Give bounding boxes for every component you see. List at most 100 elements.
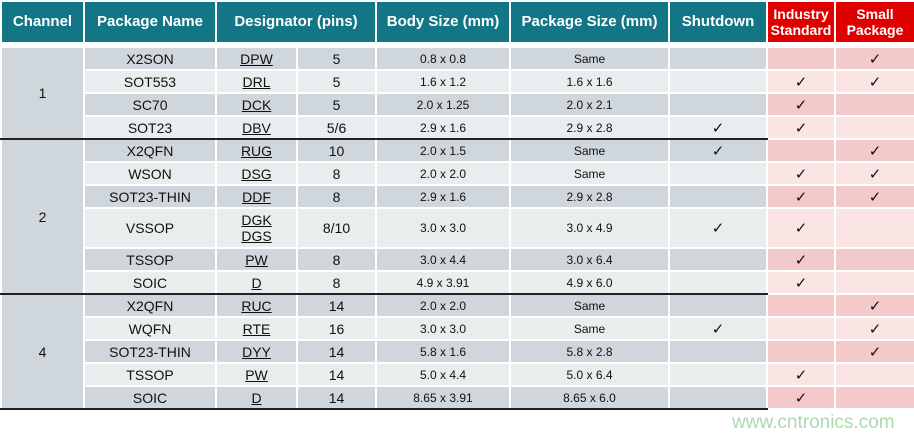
designator-link[interactable]: DDF [242,188,271,205]
designator-link[interactable]: DPW [240,50,273,67]
small-package-cell [834,385,914,410]
body-size: 1.6 x 1.2 [375,69,511,94]
small-package-cell [834,92,914,117]
pins: 10 [296,138,377,163]
shutdown-cell: ✓ [668,115,768,140]
shutdown-cell [668,385,768,410]
shutdown-check-icon: ✓ [711,220,725,237]
designator-link[interactable]: DYY [242,343,271,360]
package-size: Same [509,138,670,163]
designator-cell: D [215,385,298,410]
designator-link[interactable]: DGS [241,228,272,244]
designator-link[interactable]: DBV [242,119,271,136]
designator-link[interactable]: RUC [241,297,272,314]
small-package-cell [834,247,914,272]
package-size: Same [509,161,670,186]
pins: 5 [296,46,377,71]
designator-link[interactable]: DGK [241,212,272,228]
designator-link[interactable]: DCK [241,96,272,113]
designator-link[interactable]: D [251,389,262,406]
shutdown-cell [668,339,768,364]
channel-cell: 1 [0,46,85,140]
table-row: SOT23-THIN DYY 14 5.8 x 1.6 5.8 x 2.8 ✓ [1,339,914,364]
small-check-icon: ✓ [868,343,882,361]
industry-standard-cell [766,46,836,71]
table-row: SOIC D 14 8.65 x 3.91 8.65 x 6.0 ✓ [1,385,914,410]
industry-check-icon: ✓ [794,96,808,114]
designator-link[interactable]: PW [245,251,268,268]
package-name: SC70 [83,92,217,117]
pins: 14 [296,339,377,364]
shutdown-cell [668,247,768,272]
shutdown-cell [668,46,768,71]
package-name: SOT23-THIN [83,339,217,364]
table-row: WQFN RTE 16 3.0 x 3.0 Same ✓ ✓ [1,316,914,341]
package-name: SOT23-THIN [83,184,217,209]
pins: 16 [296,316,377,341]
small-check-icon: ✓ [868,188,882,206]
small-package-cell [834,362,914,387]
pins: 8 [296,184,377,209]
pins: 5 [296,69,377,94]
shutdown-check-icon: ✓ [711,320,725,338]
package-size: 8.65 x 6.0 [509,385,670,410]
table-row: TSSOP PW 14 5.0 x 4.4 5.0 x 6.4 ✓ [1,362,914,387]
industry-standard-cell [766,293,836,318]
package-size: Same [509,316,670,341]
shutdown-cell [668,270,768,295]
designator-cell: DBV [215,115,298,140]
small-package-cell: ✓ [834,339,914,364]
designator-cell: DGK DGS [215,207,298,249]
industry-check-icon: ✓ [794,220,808,237]
package-name: WQFN [83,316,217,341]
package-name: X2QFN [83,138,217,163]
header-designator: Designator (pins) [215,0,377,44]
industry-check-icon: ✓ [794,188,808,206]
header-shutdown: Shutdown [668,0,768,44]
body-size: 3.0 x 4.4 [375,247,511,272]
pins: 5/6 [296,115,377,140]
shutdown-cell [668,69,768,94]
designator-cell: DRL [215,69,298,94]
small-package-cell: ✓ [834,316,914,341]
small-check-icon: ✓ [868,165,882,183]
industry-check-icon: ✓ [794,165,808,183]
small-check-icon: ✓ [868,297,882,315]
small-package-cell: ✓ [834,161,914,186]
designator-link[interactable]: D [251,274,262,291]
designator-link[interactable]: RTE [242,320,271,337]
header-small-package: Small Package [834,0,914,44]
package-size: 5.8 x 2.8 [509,339,670,364]
body-size: 2.0 x 1.5 [375,138,511,163]
small-check-icon: ✓ [868,50,882,68]
pins: 8 [296,270,377,295]
table-row: WSON DSG 8 2.0 x 2.0 Same ✓ ✓ [1,161,914,186]
body-size: 3.0 x 3.0 [375,207,511,249]
shutdown-cell: ✓ [668,207,768,249]
small-package-cell [834,270,914,295]
table-row: SOT553 DRL 5 1.6 x 1.2 1.6 x 1.6 ✓ ✓ [1,69,914,94]
designator-cell: D [215,270,298,295]
designator-link[interactable]: DSG [241,165,272,182]
body-size: 2.0 x 1.25 [375,92,511,117]
designator-cell: RTE [215,316,298,341]
shutdown-cell [668,92,768,117]
designator-link[interactable]: DRL [242,73,271,90]
header-row: Channel Package Name Designator (pins) B… [0,0,914,44]
body-size: 8.65 x 3.91 [375,385,511,410]
package-name: TSSOP [83,362,217,387]
body-size: 2.0 x 2.0 [375,161,511,186]
designator-link[interactable]: RUG [240,142,273,159]
pins: 14 [296,385,377,410]
table-row: 1 X2SON DPW 5 0.8 x 0.8 Same ✓ [0,46,914,140]
package-name: VSSOP [83,207,217,249]
package-size: 3.0 x 6.4 [509,247,670,272]
package-size: 3.0 x 4.9 [509,207,670,249]
pins: 8 [296,247,377,272]
package-size: Same [509,46,670,71]
designator-cell: DSG [215,161,298,186]
body-size: 2.0 x 2.0 [375,293,511,318]
designator-link[interactable]: PW [245,366,268,383]
channel-cell: 2 [0,138,85,295]
body-size: 0.8 x 0.8 [375,46,511,71]
